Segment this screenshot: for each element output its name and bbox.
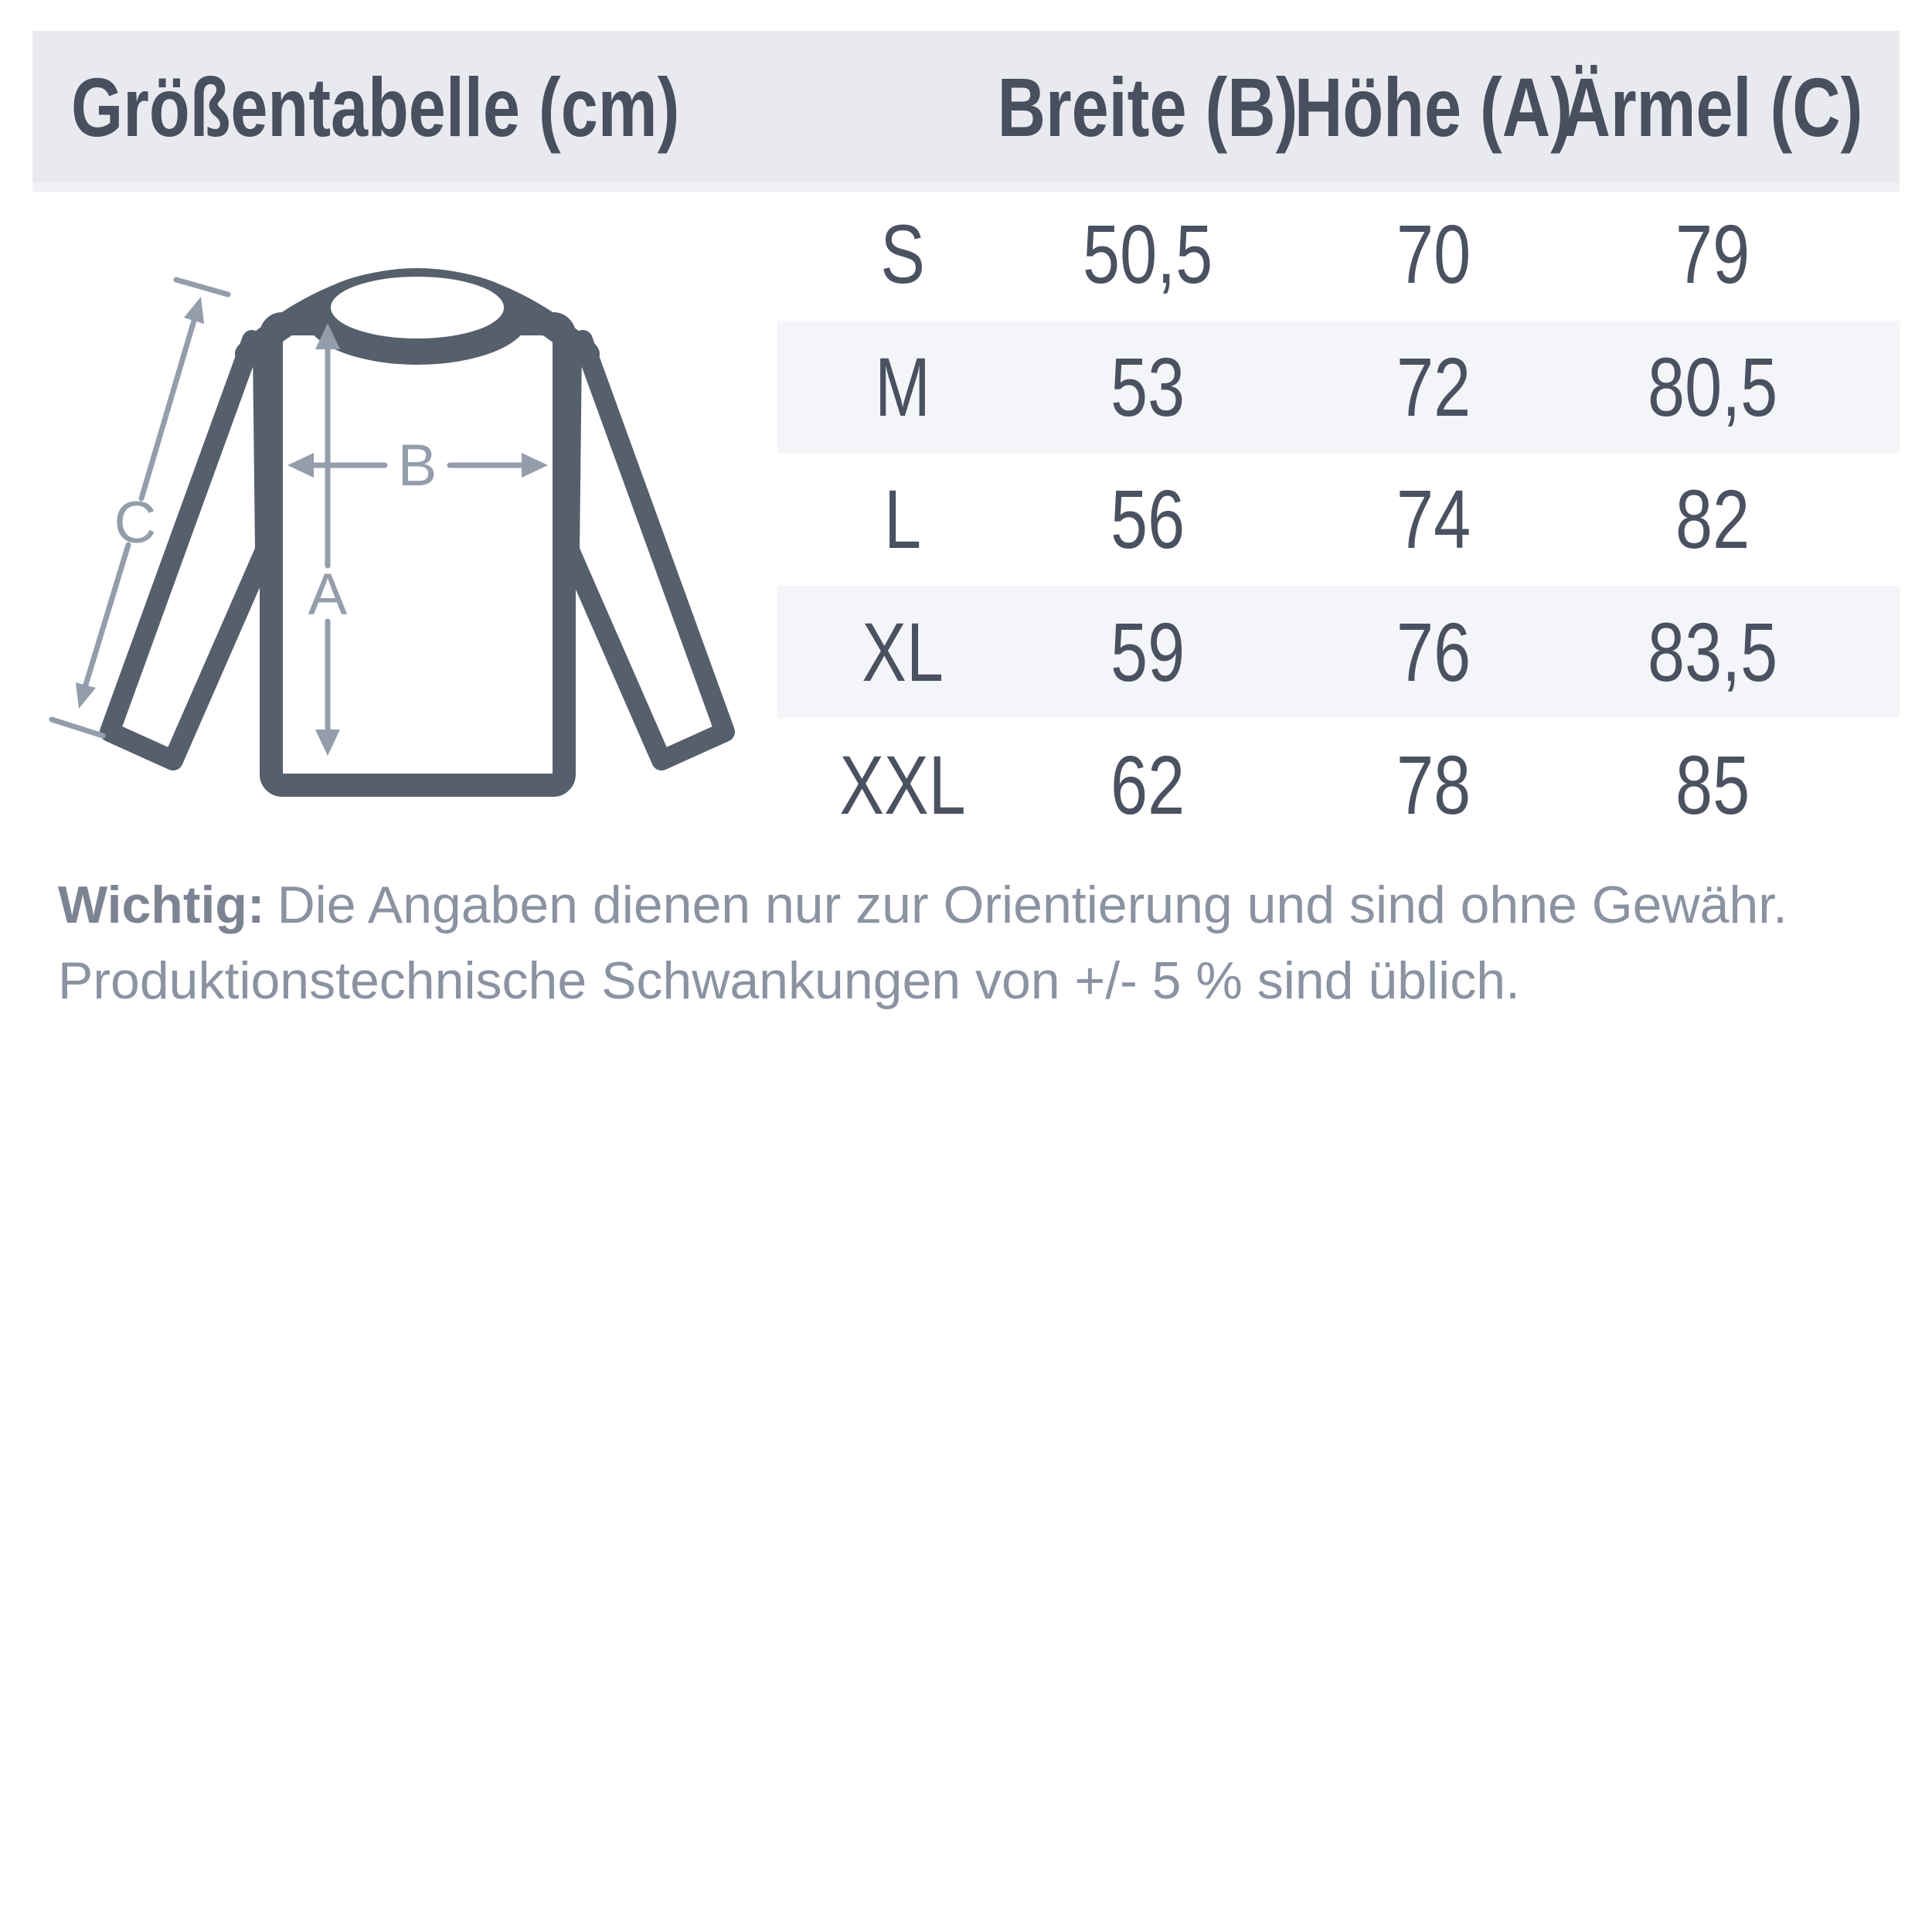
sleeve-arrow-c-line xyxy=(83,542,131,688)
sweater-neck-opening xyxy=(331,277,504,338)
column-header-aermel: Ärmel (C) xyxy=(1563,31,1900,182)
c-extension-tick xyxy=(49,716,106,739)
measurement-value: 83,5 xyxy=(1648,605,1778,699)
value-cell: 53 xyxy=(1028,321,1267,454)
measurement-value: 62 xyxy=(1110,737,1185,832)
c-extension-tick xyxy=(173,277,231,298)
column-header-spacer xyxy=(777,31,1028,182)
measurement-value: 79 xyxy=(1675,207,1750,301)
measurement-value: 56 xyxy=(1110,472,1185,566)
size-label: S xyxy=(880,207,925,301)
column-header-label: Höhe (A) xyxy=(1294,60,1573,154)
value-cell: 79 xyxy=(1600,188,1900,321)
note-line1: Die Angaben dienen nur zur Orientierung … xyxy=(277,876,1787,934)
arrowhead-right-icon xyxy=(522,453,548,478)
measurement-value: 59 xyxy=(1110,605,1185,699)
column-header-breite: Breite (B) xyxy=(998,31,1298,182)
arrowhead-down-left-icon xyxy=(76,682,96,709)
value-cell: 74 xyxy=(1267,453,1600,586)
table-row: S 50,5 70 79 xyxy=(777,188,1900,321)
sweater-torso xyxy=(260,312,576,797)
size-cell: M xyxy=(777,321,1028,454)
sweater-outline xyxy=(100,268,735,797)
sweater-diagram: A B C xyxy=(49,268,735,797)
size-label: M xyxy=(875,339,930,434)
value-cell: 50,5 xyxy=(1028,188,1267,321)
column-headers: Breite (B) Höhe (A) Ärmel (C) xyxy=(777,31,1900,182)
measurement-value: 72 xyxy=(1396,339,1471,434)
arrowhead-up-right-icon xyxy=(184,297,204,324)
value-cell: 62 xyxy=(1028,718,1267,851)
measurement-value: 76 xyxy=(1396,605,1471,699)
measure-label-b: B xyxy=(398,433,437,498)
measurement-value: 82 xyxy=(1675,472,1750,566)
size-table: S 50,5 70 79 M 53 72 80,5 L 56 74 82 XL 59 76 83,5 XXL 62… xyxy=(777,188,1900,851)
size-cell: L xyxy=(777,453,1028,586)
table-row: XL 59 76 83,5 xyxy=(777,585,1900,719)
table-row: XXL 62 78 85 xyxy=(777,718,1900,851)
measure-label-a: A xyxy=(308,562,348,628)
measurement-value: 50,5 xyxy=(1082,207,1213,301)
size-chart-header: Größentabelle (cm) Breite (B) Höhe (A) Ä… xyxy=(32,31,1900,192)
value-cell: 80,5 xyxy=(1600,321,1900,454)
value-cell: 82 xyxy=(1600,453,1900,586)
value-cell: 59 xyxy=(1028,586,1267,719)
value-cell: 78 xyxy=(1267,718,1600,851)
value-cell: 70 xyxy=(1267,188,1600,321)
value-cell: 56 xyxy=(1028,453,1267,586)
sleeve-arrow-c-line xyxy=(138,318,197,502)
size-cell: S xyxy=(777,188,1028,321)
measurement-value: 70 xyxy=(1396,207,1471,301)
arrowhead-left-icon xyxy=(287,453,314,478)
measurement-value: 80,5 xyxy=(1648,339,1778,434)
size-cell: XXL xyxy=(777,718,1028,851)
measurement-value: 53 xyxy=(1110,339,1185,434)
measure-label-c: C xyxy=(114,490,157,556)
arrowhead-up-icon xyxy=(315,323,340,349)
table-row: L 56 74 82 xyxy=(777,453,1900,586)
size-label: XXL xyxy=(839,737,966,832)
arrowhead-down-icon xyxy=(315,730,340,756)
measurement-value: 85 xyxy=(1675,737,1750,832)
size-label: XL xyxy=(862,605,944,699)
note-line2: Produktionstechnische Schwankungen von +… xyxy=(58,951,1520,1010)
value-cell: 85 xyxy=(1600,718,1900,851)
column-header-label: Ärmel (C) xyxy=(1563,60,1863,154)
disclaimer-note: Wichtig: Die Angaben dienen nur zur Orien… xyxy=(58,867,1859,1019)
size-chart-title: Größentabelle (cm) xyxy=(71,60,680,154)
measurement-arrows xyxy=(49,277,548,756)
size-cell: XL xyxy=(777,586,1028,719)
sweater-right-sleeve xyxy=(560,330,735,770)
note-bold-label: Wichtig: xyxy=(58,876,265,934)
value-cell: 72 xyxy=(1267,321,1600,454)
value-cell: 76 xyxy=(1267,586,1600,719)
value-cell: 83,5 xyxy=(1600,586,1900,719)
measurement-value: 78 xyxy=(1396,737,1471,832)
size-label: L xyxy=(883,472,922,566)
measurement-labels: A B C xyxy=(114,433,437,628)
column-header-label: Breite (B) xyxy=(997,60,1298,154)
table-row: M 53 72 80,5 xyxy=(777,320,1900,454)
column-header-hoehe: Höhe (A) xyxy=(1267,31,1600,182)
measurement-value: 74 xyxy=(1396,472,1471,566)
